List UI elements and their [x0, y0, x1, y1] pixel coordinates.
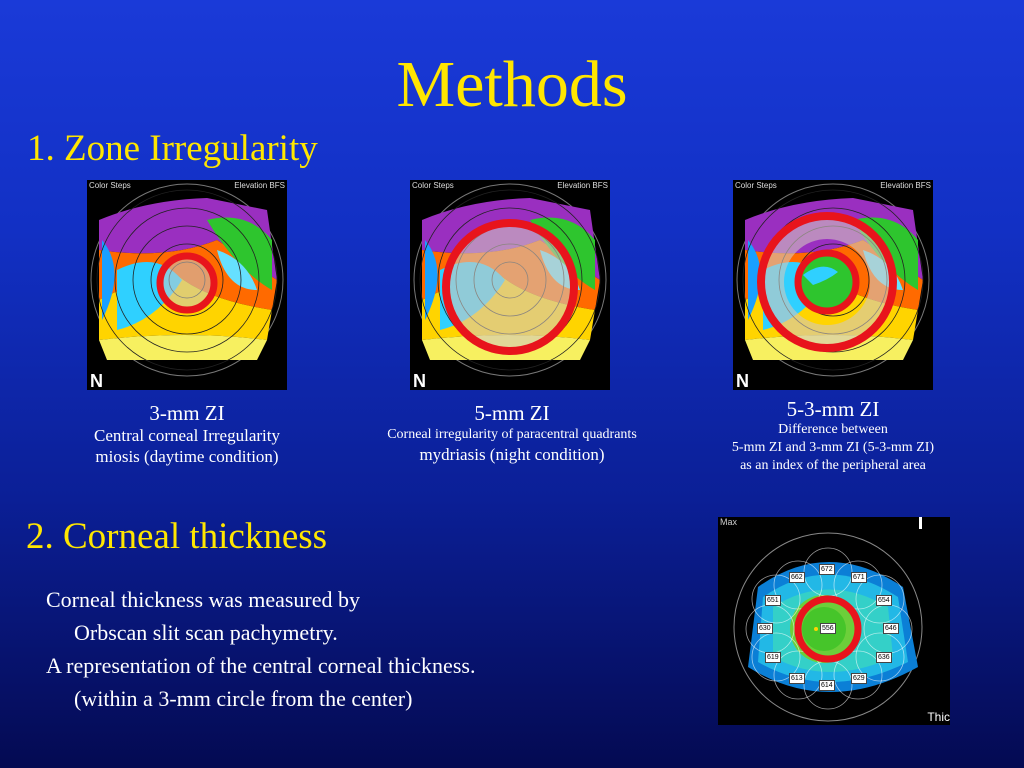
center-thickness-value: 556 [820, 623, 836, 634]
thickness-value: 654 [876, 595, 892, 606]
description-line: Orbscan slit scan pachymetry. [74, 620, 338, 645]
pachymetry-map-image [733, 532, 923, 722]
thickness-label: Thic [927, 710, 950, 724]
thickness-value: 630 [757, 623, 773, 634]
elevation-map-image [413, 183, 607, 377]
scale-marker [919, 517, 922, 529]
pachymetry-map: Max Thic 672 662 671 651 654 630 646 619… [718, 517, 950, 725]
caption-3mm-zi: 3-mm ZI Central corneal Irregularity mio… [62, 401, 312, 467]
thickness-value: 671 [851, 572, 867, 583]
thickness-value: 629 [851, 673, 867, 684]
caption-title: 5-3-mm ZI [786, 397, 880, 421]
description-line: (within a 3-mm circle from the center) [74, 686, 413, 711]
caption-title: 5-mm ZI [474, 401, 550, 425]
caption-line: mydriasis (night condition) [419, 445, 605, 464]
thickness-value: 662 [789, 572, 805, 583]
elevation-bfs-label: Elevation BFS [234, 181, 285, 190]
thickness-value: 636 [876, 652, 892, 663]
section-heading-zone-irregularity: 1. Zone Irregularity [27, 128, 318, 169]
caption-line: 5-mm ZI and 3-mm ZI (5-3-mm ZI) [731, 440, 935, 455]
elevation-map-image [90, 183, 284, 377]
caption-line: miosis (daytime condition) [95, 447, 279, 466]
description-line: A representation of the central corneal … [46, 653, 476, 678]
caption-5mm-zi: 5-mm ZI Corneal irregularity of paracent… [352, 401, 672, 465]
caption-line: Difference between [778, 422, 888, 437]
elevation-map-image [736, 183, 930, 377]
thickness-value: 619 [765, 652, 781, 663]
color-steps-label: Color Steps [89, 181, 131, 190]
orientation-label: N [736, 371, 749, 390]
thickness-value: 651 [765, 595, 781, 606]
color-steps-label: Color Steps [735, 181, 777, 190]
orientation-label: N [413, 371, 426, 390]
elevation-map-3mm: Color Steps Elevation BFS N [87, 180, 287, 390]
slide-title: Methods [396, 48, 628, 121]
section-heading-corneal-thickness: 2. Corneal thickness [26, 516, 328, 557]
description-line: Corneal thickness was measured by [46, 587, 361, 612]
caption-line: Central corneal Irregularity [94, 426, 280, 445]
caption-5-3mm-zi: 5-3-mm ZI Difference between 5-mm ZI and… [693, 397, 973, 475]
max-label: Max [720, 517, 738, 527]
color-steps-label: Color Steps [412, 181, 454, 190]
elevation-bfs-label: Elevation BFS [557, 181, 608, 190]
thickness-description: Corneal thickness was measured by Orbsca… [46, 583, 475, 715]
elevation-map-5mm: Color Steps Elevation BFS N [410, 180, 610, 390]
thickness-value: 614 [819, 680, 835, 691]
caption-line: Corneal irregularity of paracentral quad… [387, 427, 637, 442]
caption-line: as an index of the peripheral area [740, 458, 926, 473]
thickness-value: 646 [883, 623, 899, 634]
elevation-bfs-label: Elevation BFS [880, 181, 931, 190]
caption-title: 3-mm ZI [149, 401, 225, 425]
elevation-map-5-3mm: Color Steps Elevation BFS N [733, 180, 933, 390]
thickness-value: 672 [819, 564, 835, 575]
orientation-label: N [90, 371, 103, 390]
thickness-value: 613 [789, 673, 805, 684]
